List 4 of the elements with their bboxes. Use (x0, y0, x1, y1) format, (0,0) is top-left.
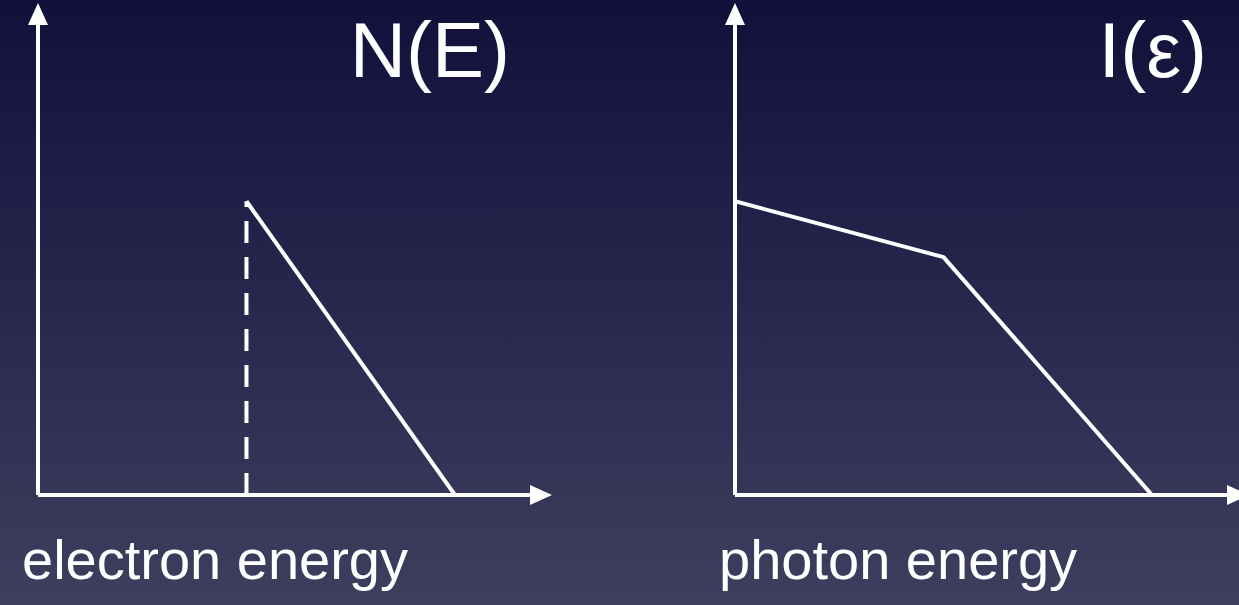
x-axis-title: electron energy (22, 527, 409, 593)
x-axis-title: photon energy (719, 527, 1078, 593)
chart-title: N(E) (349, 5, 510, 96)
chart-title: I(ε) (1098, 5, 1207, 96)
